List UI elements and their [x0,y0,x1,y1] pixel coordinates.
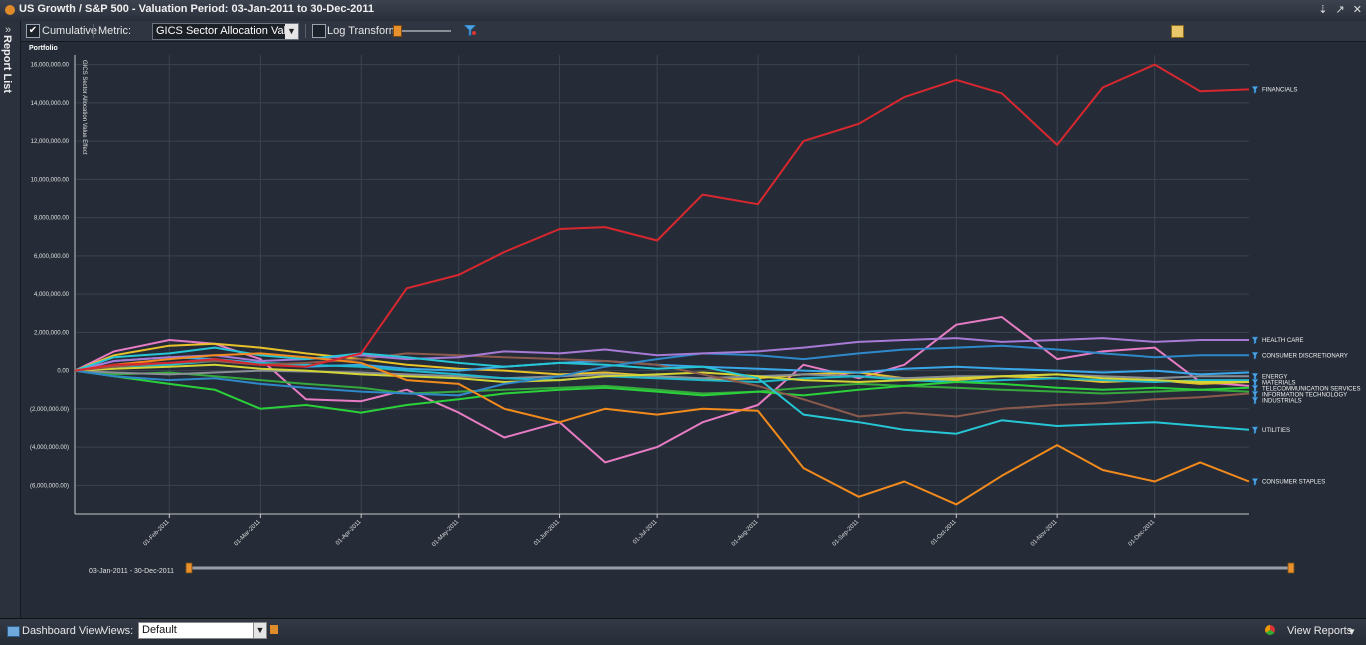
chart-toolbar: ✔ Cumulative Metric: GICS Sector Allocat… [21,21,1366,42]
series-line [74,363,1249,383]
filter-icon[interactable] [464,25,476,36]
log-slider-track[interactable] [396,30,451,32]
x-tick-label: 01-Feb-2011 [142,519,171,548]
y-tick-label: 16,000,000.00 [31,63,70,69]
app-icon [5,5,15,15]
y-tick-label: 0.00 [57,369,69,375]
x-tick-label: 01-Sep-2011 [832,519,861,548]
save-view-icon[interactable] [270,625,278,634]
log-transform-label[interactable]: Log Transform [327,25,398,37]
legend-filter-icon [1251,336,1259,345]
chevron-down-icon[interactable]: ▼ [253,623,266,638]
maximize-icon[interactable]: ↗ [1335,4,1345,16]
reports-icon[interactable] [1265,625,1275,635]
y-tick-label: 10,000,000.00 [31,177,70,183]
range-start-handle [185,562,193,574]
views-label: Views: [101,625,134,637]
metric-value: GICS Sector Allocation Value [156,25,299,37]
x-tick-label: 01-Jul-2011 [632,519,659,546]
x-tick-label: 01-Jun-2011 [533,519,561,547]
window-controls: ⇣ ↗ ✕ [1313,3,1362,16]
pin-icon[interactable]: ⇣ [1318,4,1328,16]
toolbar-divider [93,24,94,38]
x-tick-label: 01-Apr-2011 [335,519,363,547]
cumulative-label[interactable]: Cumulative [42,25,98,37]
dashboard-view-link[interactable]: Dashboard View [22,625,103,637]
series-line [74,344,1249,397]
x-tick-label: 01-Mar-2011 [234,519,263,548]
x-tick-label: 01-Dec-2011 [1128,519,1157,548]
series-end-label: HEALTH CARE [1262,338,1304,344]
series-end-label: INDUSTRIALS [1262,398,1302,404]
series-line [74,360,1249,383]
series-end-label: TELECOMMUNICATION SERVICES [1262,386,1360,392]
close-icon[interactable]: ✕ [1352,4,1362,16]
series-end-label: ENERGY [1262,374,1287,380]
y-tick-label: (6,000,000.00) [30,483,69,489]
x-tick-label: 01-Oct-2011 [930,519,958,547]
y-tick-label: 14,000,000.00 [31,101,70,107]
series-end-label: CONSUMER DISCRETIONARY [1262,353,1348,359]
legend-filter-icon [1251,86,1259,94]
metric-select[interactable]: GICS Sector Allocation Value ▼ [152,23,299,40]
y-tick-label: 12,000,000.00 [31,139,70,145]
chart-title: Portfolio [29,45,58,52]
legend-filter-icon [1251,478,1259,486]
log-slider-handle[interactable] [393,25,402,37]
legend-filter-icon [1251,397,1259,405]
x-tick-label: 01-May-2011 [431,519,460,548]
legend-filter-icon [1251,426,1259,435]
y-tick-label: 2,000,000.00 [34,330,70,336]
chevron-down-icon[interactable]: ▾ [1349,626,1355,638]
y-tick-label: 8,000,000.00 [34,216,70,222]
series-end-label: INFORMATION TECHNOLOGY [1262,392,1347,398]
series-line [74,346,1250,435]
y-tick-label: (2,000,000.00) [30,407,69,413]
series-line [74,316,1250,464]
y-tick-label: (4,000,000.00) [30,445,69,451]
date-range-label: 03-Jan-2011 - 30-Dec-2011 [89,568,174,575]
metric-label: Metric: [98,25,131,37]
series-end-label: MATERIALS [1262,380,1296,386]
series-end-label: CONSUMER STAPLES [1262,479,1325,485]
range-end-handle [1287,562,1295,574]
series-line [74,337,1249,372]
y-axis-title: GICS Sector Allocation Value Effect [81,60,87,155]
status-bar: Dashboard View Views: Default ▼ View Rep… [0,618,1366,645]
y-tick-label: 4,000,000.00 [34,292,70,298]
table-icon[interactable] [1171,25,1184,38]
report-list-label[interactable]: Report List [1,35,13,94]
chevron-down-icon[interactable]: ▼ [285,24,298,39]
report-list-rail[interactable]: » Report List [0,21,21,618]
chevron-right-icon[interactable]: » [5,24,12,36]
series-end-label: UTILITIES [1262,428,1290,434]
series-line [74,63,1250,372]
dashboard-icon[interactable] [7,626,20,637]
toolbar-divider [305,24,306,38]
view-reports-button[interactable]: View Reports [1287,625,1353,637]
series-line [74,369,1250,395]
y-tick-label: 6,000,000.00 [34,254,70,260]
chart-area [21,42,1366,618]
line-chart: 16,000,000.00 14,000,000.00 12,000,000.00 1… [30,55,1360,575]
views-select[interactable]: Default ▼ [138,622,267,639]
x-tick-label: 01-Aug-2011 [731,519,760,548]
log-transform-checkbox[interactable] [312,24,326,38]
series-line [74,369,1250,414]
legend-filter-icon [1251,352,1259,360]
series-line [74,352,1250,506]
window-title: US Growth / S&P 500 - Valuation Period: … [19,3,374,15]
x-tick-label: 01-Nov-2011 [1030,519,1059,548]
cumulative-checkbox[interactable]: ✔ [26,24,40,38]
series-end-label: FINANCIALS [1262,87,1297,93]
views-value: Default [142,624,177,636]
